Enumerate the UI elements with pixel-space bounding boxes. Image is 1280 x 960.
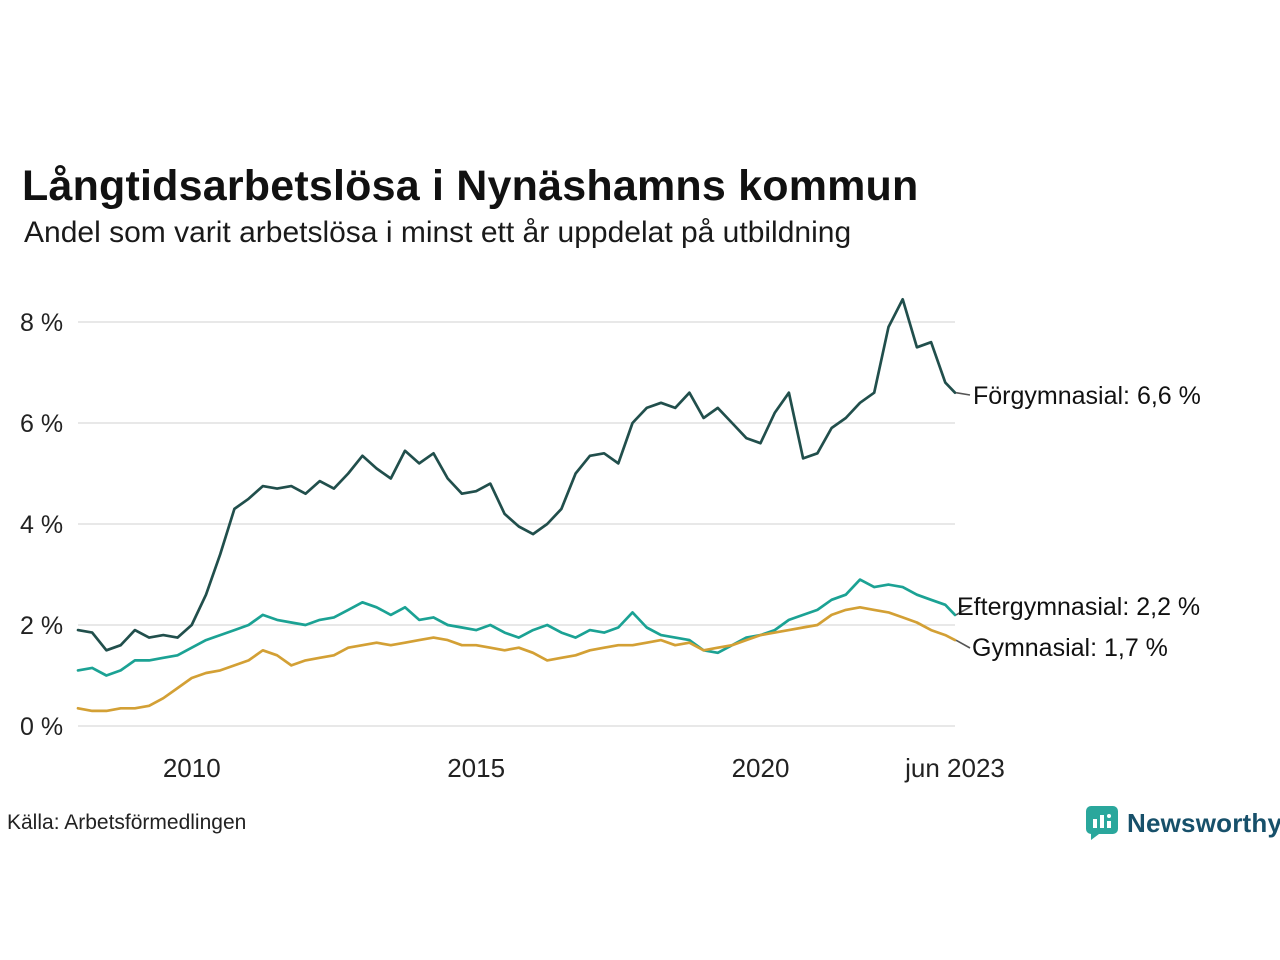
newsworthy-logo: Newsworthy [1086, 806, 1280, 840]
series-line-gymnasial [76, 605, 957, 713]
x-tick-label: jun 2023 [904, 753, 1005, 783]
series-line-forgymnasial [76, 297, 957, 652]
page-subtitle: Andel som varit arbetslösa i minst ett å… [24, 216, 852, 249]
y-tick-label: 0 % [20, 713, 63, 741]
label-connector [955, 639, 971, 649]
series-label-eftergymnasial: Eftergymnasial: 2,2 % [957, 593, 1201, 621]
y-tick-label: 4 % [20, 511, 63, 539]
newsworthy-wordmark: Newsworthy [1127, 807, 1280, 838]
series-label-gymnasial: Gymnasial: 1,7 % [972, 634, 1168, 662]
x-tick-label: 2010 [163, 753, 221, 783]
x-tick-label: 2020 [732, 753, 790, 783]
label-connector [955, 606, 971, 616]
page-title: Långtidsarbetslösa i Nynäshamns kommun [22, 161, 919, 210]
x-tick-label: 2015 [447, 753, 505, 783]
series-label-forgymnasial: Förgymnasial: 6,6 % [973, 382, 1201, 410]
y-tick-label: 8 % [20, 309, 63, 337]
series-line-eftergymnasial [76, 578, 957, 677]
y-tick-label: 6 % [20, 410, 63, 438]
line-chart: 0 % 2 % 4 % 6 % 8 % 2010 2015 2020 jun 2023 [20, 297, 1005, 783]
label-connector [955, 391, 971, 396]
source-note: Källa: Arbetsförmedlingen [7, 811, 247, 834]
newsworthy-bars-icon [1086, 806, 1118, 840]
y-tick-label: 2 % [20, 612, 63, 640]
